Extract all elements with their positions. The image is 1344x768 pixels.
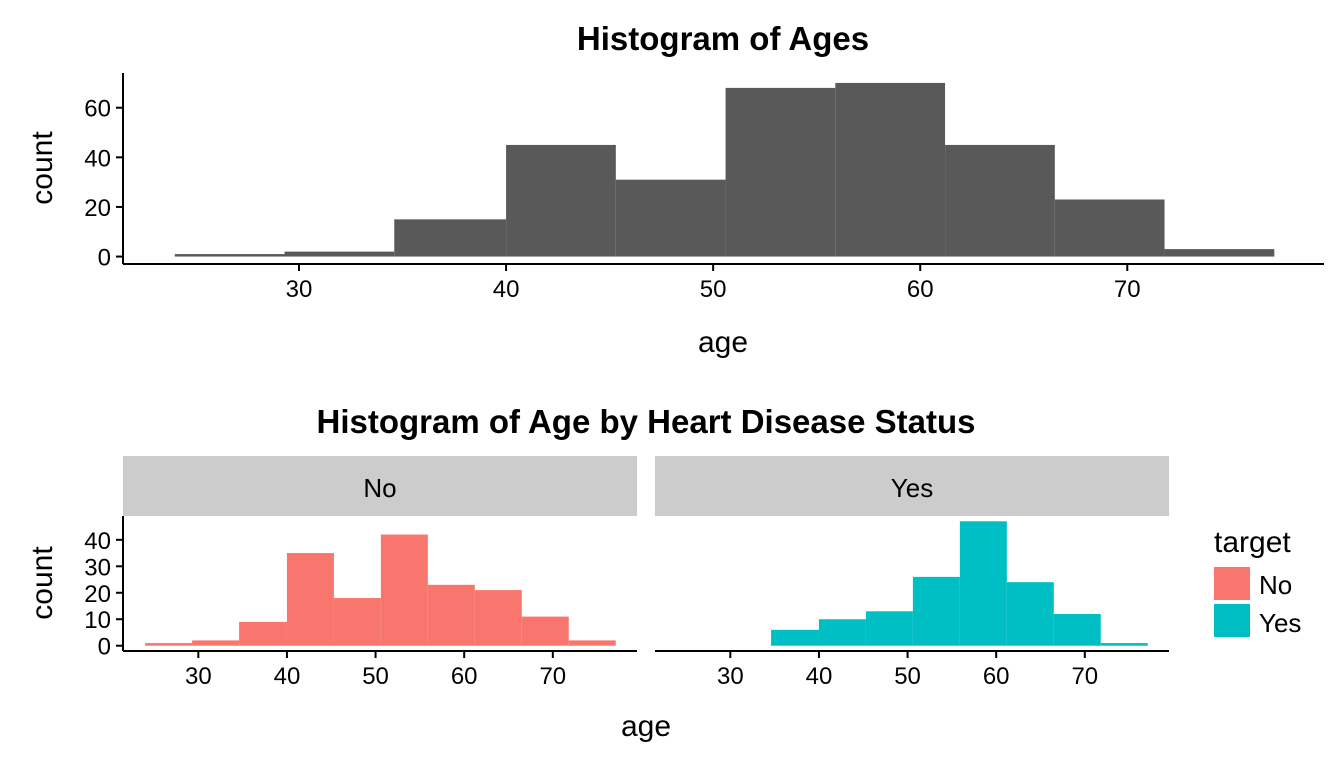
top-histogram-bars xyxy=(174,82,1275,257)
facet-no-y-tick-label-20: 20 xyxy=(84,581,111,608)
facet-yes-bar-2 xyxy=(771,629,819,646)
facet-no-bar-5 xyxy=(380,534,428,646)
facet-no-x-tick-label-60: 60 xyxy=(451,663,478,690)
legend-label-no: No xyxy=(1259,570,1292,600)
bottom-chart-title: Histogram of Age by Heart Disease Status xyxy=(317,403,976,440)
facet-no-bar-2 xyxy=(239,621,287,646)
top-y-tick-label-40: 40 xyxy=(84,145,111,172)
bottom-x-axis-title: age xyxy=(621,710,671,743)
top-x-tick-label-30: 30 xyxy=(286,276,313,303)
legend-swatch-no xyxy=(1214,567,1250,600)
facet-yes-x-ticks: 30 40 50 60 70 xyxy=(717,651,1098,690)
top-x-tick-label-70: 70 xyxy=(1114,276,1141,303)
facet-yes-x-tick-label-70: 70 xyxy=(1071,663,1098,690)
facet-yes-x-tick-label-50: 50 xyxy=(894,663,921,690)
top-bar-2 xyxy=(394,219,507,257)
facet-yes-bar-8 xyxy=(1053,613,1101,646)
top-y-ticks: 0 20 40 60 xyxy=(84,96,123,272)
facet-no-bar-8 xyxy=(521,616,569,646)
top-bar-0 xyxy=(174,254,285,257)
facet-no-bar-3 xyxy=(286,553,334,646)
facet-no-bar-1 xyxy=(192,640,240,646)
top-bar-9 xyxy=(1164,249,1275,257)
top-bar-7 xyxy=(945,144,1055,257)
top-x-axis-title: age xyxy=(698,326,748,359)
top-x-tick-label-50: 50 xyxy=(700,276,727,303)
facet-yes-bar-4 xyxy=(865,611,913,646)
facet-no-x-tick-label-30: 30 xyxy=(185,663,212,690)
facet-no-y-tick-label-30: 30 xyxy=(84,554,111,581)
facet-no-bar-6 xyxy=(427,584,475,646)
facet-yes-bar-9 xyxy=(1100,643,1148,646)
top-x-tick-label-40: 40 xyxy=(493,276,520,303)
top-bar-1 xyxy=(284,251,395,257)
facet-no-bars xyxy=(145,534,616,646)
legend-title: target xyxy=(1214,526,1291,559)
facet-strip-no xyxy=(123,456,637,516)
facet-no-bar-9 xyxy=(568,640,616,646)
top-y-tick-label-0: 0 xyxy=(98,245,111,272)
top-y-tick-label-20: 20 xyxy=(84,195,111,222)
top-bar-6 xyxy=(835,82,946,257)
top-bar-5 xyxy=(725,87,836,257)
facet-yes-x-tick-label-60: 60 xyxy=(983,663,1010,690)
faceted-histogram-panel: Histogram of Age by Heart Disease Status… xyxy=(26,403,1301,743)
legend-label-yes: Yes xyxy=(1259,608,1301,638)
facet-strip-label-yes: Yes xyxy=(891,473,933,503)
top-histogram-panel: Histogram of Ages 30 40 50 60 70 0 20 40 60 age… xyxy=(26,20,1324,359)
top-bar-8 xyxy=(1054,199,1165,257)
facet-no-x-tick-label-70: 70 xyxy=(539,663,566,690)
top-x-tick-label-60: 60 xyxy=(907,276,934,303)
facet-yes-bars xyxy=(771,521,1148,646)
top-bar-4 xyxy=(615,179,726,257)
top-y-axis-title: count xyxy=(26,131,59,205)
facet-yes-x-tick-label-30: 30 xyxy=(717,663,744,690)
legend: target No Yes xyxy=(1214,526,1301,638)
top-chart-title: Histogram of Ages xyxy=(577,20,869,57)
facet-strip-label-no: No xyxy=(363,473,396,503)
top-bar-3 xyxy=(506,144,616,257)
legend-swatch-yes xyxy=(1214,604,1250,637)
facet-yes-bar-7 xyxy=(1006,582,1054,646)
top-y-tick-label-60: 60 xyxy=(84,96,111,123)
facet-no-bar-7 xyxy=(474,590,522,646)
facet-no-x-tick-label-50: 50 xyxy=(362,663,389,690)
facet-yes-bar-5 xyxy=(912,576,960,646)
facet-yes-bar-3 xyxy=(818,619,866,646)
top-x-ticks: 30 40 50 60 70 xyxy=(286,264,1141,303)
facet-no-x-ticks: 30 40 50 60 70 xyxy=(185,651,566,690)
facet-no-y-tick-label-40: 40 xyxy=(84,528,111,555)
facet-no-y-tick-label-10: 10 xyxy=(84,607,111,634)
facet-yes-bar-6 xyxy=(959,521,1007,646)
facet-no-y-tick-label-0: 0 xyxy=(98,634,111,661)
facet-yes-x-tick-label-40: 40 xyxy=(806,663,833,690)
facet-strip-yes xyxy=(655,456,1169,516)
bottom-y-axis-title: count xyxy=(26,546,59,620)
facet-no-bar-4 xyxy=(333,598,381,646)
facet-no-bar-0 xyxy=(145,643,193,646)
facet-no-x-tick-label-40: 40 xyxy=(274,663,301,690)
